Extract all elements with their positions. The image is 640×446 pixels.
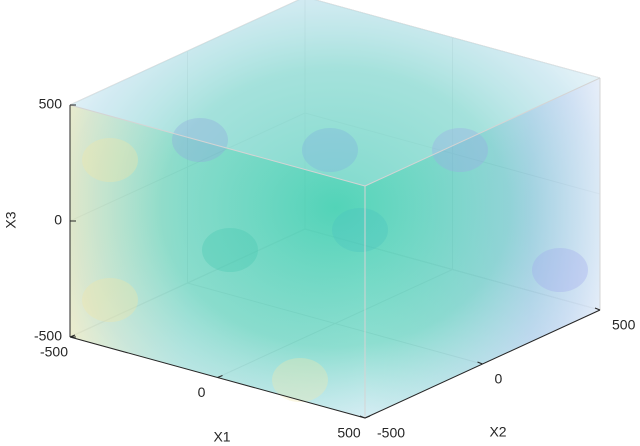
y-tick <box>359 415 366 419</box>
volume-blob <box>272 358 328 402</box>
volume-blob <box>532 248 588 292</box>
x-tick <box>217 375 223 378</box>
volume-blob <box>82 138 138 182</box>
box-edge <box>364 77 601 187</box>
x-axis-label: X1 <box>213 429 230 445</box>
y-tick-label: 500 <box>612 317 636 333</box>
volume-face <box>365 78 600 418</box>
volume-blob <box>82 278 138 322</box>
x-tick <box>69 334 76 338</box>
volume-face <box>70 0 600 186</box>
y-axis-label: X2 <box>489 424 506 440</box>
x-tick-label: 500 <box>337 425 361 441</box>
z-tick-label: 500 <box>39 96 63 112</box>
z-tick-label: 0 <box>54 212 62 228</box>
y-tick-label: -500 <box>377 425 405 441</box>
x-tick-label: -500 <box>40 344 68 360</box>
z-tick-label: -500 <box>34 328 62 344</box>
x-tick <box>364 415 371 419</box>
volume-blob <box>432 128 488 172</box>
volume-blob <box>172 118 228 162</box>
volume-face <box>70 105 365 418</box>
axes: -500 0 500 -500 0 500 -500 0 500 <box>34 77 636 441</box>
volume-blob <box>302 128 358 172</box>
y-tick-label: 0 <box>495 371 503 387</box>
z-axis-label: X3 <box>3 211 19 228</box>
volume-blob <box>332 208 388 252</box>
y-tick <box>594 307 601 311</box>
x-tick-label: 0 <box>198 384 206 400</box>
box-edge <box>69 104 366 187</box>
volume-blob <box>202 228 258 272</box>
volume-render <box>70 0 600 418</box>
y-tick <box>477 361 483 365</box>
